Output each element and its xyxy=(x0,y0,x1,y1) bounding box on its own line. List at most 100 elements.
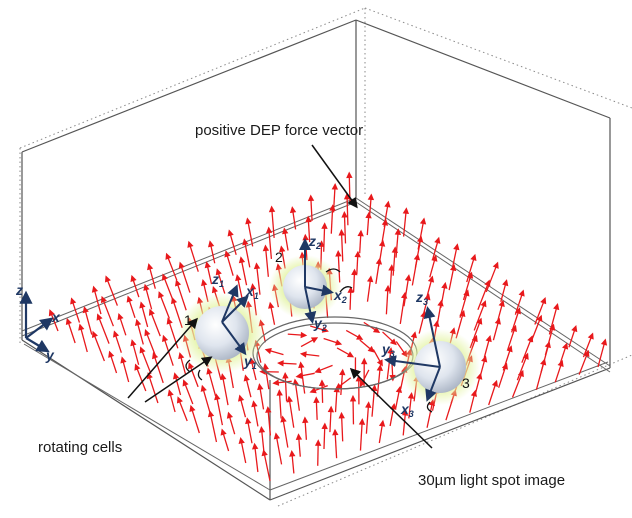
dep-arrow-shaft xyxy=(300,362,306,394)
dep-arrow-head xyxy=(476,317,483,325)
dep-arrow-head xyxy=(600,338,608,346)
global-axes-triad xyxy=(19,290,54,353)
dep-arrow-shaft xyxy=(209,411,218,443)
dep-arrow-head xyxy=(224,250,231,258)
cell-3-z-label: z3 xyxy=(415,289,428,307)
dep-arrow-head xyxy=(264,347,272,355)
dep-arrow-head xyxy=(321,326,329,333)
rotating-cells-label: rotating cells xyxy=(38,439,122,456)
dep-arrow-head xyxy=(178,261,185,269)
cell-1-x-label: x1 xyxy=(245,283,259,301)
dep-arrow-head xyxy=(335,339,343,346)
dep-arrow-head xyxy=(161,273,168,281)
dep-arrow-head xyxy=(91,285,99,293)
dep-arrow-shaft xyxy=(255,263,261,295)
dep-arrow-head xyxy=(48,309,55,317)
dep-arrow-head xyxy=(262,363,269,370)
dep-arrow-head xyxy=(453,243,460,251)
dep-arrow-head xyxy=(404,274,412,282)
dep-arrow-shaft xyxy=(343,212,347,244)
dep-arrow-head xyxy=(187,240,194,248)
dep-arrow-shaft xyxy=(264,245,269,277)
callout-leaders xyxy=(127,144,433,449)
dep-arrow-shaft xyxy=(268,227,273,259)
dep-arrow-shaft xyxy=(359,419,363,451)
dep-arrow-head xyxy=(220,373,227,381)
dep-arrow-head xyxy=(332,428,339,436)
dep-arrow-head xyxy=(276,389,283,396)
dep-arrow-head xyxy=(410,331,417,339)
dep-force-arrow-field xyxy=(48,171,608,482)
dep-arrow-shaft xyxy=(270,206,275,238)
dep-arrow-head xyxy=(357,229,364,237)
dep-arrow-head xyxy=(289,206,297,214)
dep-arrow-head xyxy=(506,345,513,353)
dep-arrow-head xyxy=(237,394,245,402)
dep-arrow-head xyxy=(498,299,505,307)
dep-arrow-head xyxy=(172,372,180,380)
dep-arrow-head xyxy=(245,417,252,425)
dep-arrow-head xyxy=(470,253,477,261)
dep-arrow-head xyxy=(299,351,307,358)
dep-arrow-head xyxy=(215,268,222,276)
dep-arrow-head xyxy=(339,368,346,376)
dep-arrow-head xyxy=(286,395,293,403)
dep-arrow-head xyxy=(277,360,284,367)
dep-arrow-head xyxy=(309,387,317,394)
dep-arrow-head xyxy=(182,379,189,387)
dep-arrow-head xyxy=(536,314,543,322)
dep-arrow-head xyxy=(427,275,435,283)
dep-arrow-head xyxy=(130,274,137,282)
dep-arrow-shaft xyxy=(221,374,229,406)
dep-arrow-head xyxy=(300,331,308,339)
dep-arrow-head xyxy=(394,228,402,236)
dep-arrow-head xyxy=(553,303,560,311)
dep-arrow-head xyxy=(349,394,357,402)
dep-arrow-head xyxy=(305,215,312,223)
cell-3-y-label: y3 xyxy=(381,341,395,359)
cell-2-y-label: y2 xyxy=(313,315,327,333)
cell-2-number: 2 xyxy=(275,249,283,265)
dep-arrow-head xyxy=(354,250,361,258)
dep-arrow-shaft xyxy=(477,280,490,310)
dep-arrow-head xyxy=(419,217,427,225)
cell-3-number: 3 xyxy=(462,375,470,391)
dep-arrow-shaft xyxy=(340,230,344,262)
dep-arrow-head xyxy=(540,297,547,305)
dep-arrow-head xyxy=(235,274,242,282)
dep-arrow-head xyxy=(338,411,345,419)
dep-arrow-head xyxy=(227,229,234,237)
dep-arrow-head xyxy=(273,432,281,440)
dep-arrow-head xyxy=(158,291,165,299)
dep-arrow-head xyxy=(268,205,276,213)
dep-force-label: positive DEP force vector xyxy=(195,122,363,139)
dep-arrow-shaft xyxy=(346,194,349,226)
dep-arrow-head xyxy=(238,437,245,445)
dep-arrow-head xyxy=(481,355,488,363)
dep-arrow-head xyxy=(431,254,438,262)
dep-arrow-head xyxy=(139,346,146,354)
dep-arrow-head xyxy=(108,350,115,358)
dep-arrow-shaft xyxy=(469,318,482,349)
dep-arrow-head xyxy=(367,193,375,201)
dep-arrow-shaft xyxy=(175,280,187,311)
dep-arrow-head xyxy=(346,351,355,358)
dep-arrow-head xyxy=(372,326,381,334)
dep-arrow-head xyxy=(347,286,354,293)
dep-arrow-head xyxy=(491,379,498,388)
dep-arrow-head xyxy=(314,439,322,446)
dep-arrow-head xyxy=(189,404,196,413)
dep-arrow-head xyxy=(70,297,77,305)
dep-arrow-head xyxy=(139,301,146,309)
dep-arrow-head xyxy=(318,379,326,386)
dep-arrow-head xyxy=(407,392,415,399)
dep-arrow-head xyxy=(434,236,441,244)
dep-arrow-head xyxy=(65,317,72,326)
dep-arrow-head xyxy=(401,409,409,416)
floor-plane xyxy=(21,197,611,491)
dep-arrow-head xyxy=(376,359,383,367)
dep-arrow-head xyxy=(387,347,394,354)
dep-arrow-head xyxy=(571,324,578,333)
dep-arrow-head xyxy=(178,352,185,360)
dep-arrow-shaft xyxy=(548,304,559,335)
